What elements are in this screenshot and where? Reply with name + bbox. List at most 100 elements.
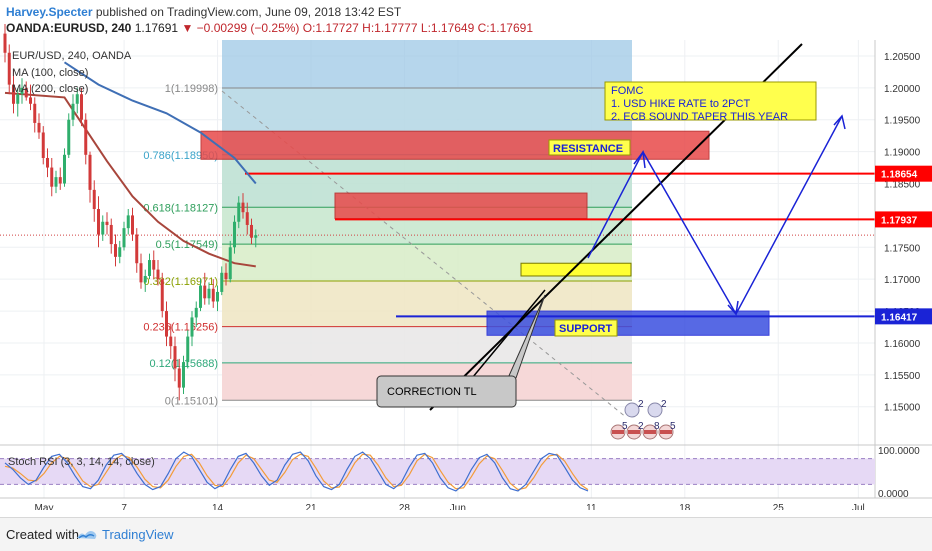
- candle-body: [109, 224, 113, 245]
- legend-symbol: EUR/USD, 240, OANDA: [12, 50, 132, 62]
- event-flag-icon[interactable]: [647, 402, 663, 418]
- event-count: 5: [670, 421, 676, 432]
- fib-level-label: 0.5(1.17549): [156, 239, 218, 251]
- candle-body: [75, 94, 79, 104]
- candle-body: [241, 202, 245, 213]
- candle-body: [63, 154, 66, 184]
- price-tick-label: 1.17500: [884, 243, 921, 254]
- ma-crossover-box[interactable]: [520, 262, 632, 277]
- event-flag-icon[interactable]: [624, 402, 640, 418]
- low-value: L:1.17649: [420, 21, 475, 35]
- candle-body: [224, 272, 228, 280]
- fomc-note-line: FOMC: [611, 85, 643, 97]
- time-tick-label: 14: [212, 503, 224, 510]
- time-tick-label: Jun: [450, 503, 466, 510]
- candle-body: [245, 212, 249, 225]
- candle-body: [50, 167, 54, 187]
- candle-body: [254, 235, 258, 238]
- resistance-zone-lower[interactable]: [334, 192, 588, 220]
- legend-ma100: MA (100, close): [12, 67, 89, 79]
- candle-body: [58, 177, 62, 184]
- candle-body: [105, 221, 109, 225]
- candle-body: [177, 368, 181, 388]
- candle-body: [24, 87, 28, 98]
- candle-body: [156, 269, 160, 280]
- price-axis-background: [875, 40, 932, 510]
- candle-body: [203, 285, 207, 299]
- oscillator-tick-label: 0.0000: [878, 489, 909, 500]
- fib-level-label: 0(1.15101): [165, 395, 218, 407]
- candle-body: [131, 215, 134, 235]
- candle-body: [169, 336, 173, 347]
- fib-level-label: 0.618(1.18127): [143, 202, 218, 214]
- time-tick-label: May: [35, 503, 54, 510]
- candle-body: [20, 87, 24, 95]
- candle-body: [216, 291, 219, 302]
- publish-line: Harvey.Specter published on TradingView.…: [6, 5, 401, 19]
- candle-body: [12, 84, 15, 104]
- price-tick-label: 1.15000: [884, 403, 921, 414]
- event-count: 5: [622, 421, 628, 432]
- time-tick-label: 25: [773, 503, 785, 510]
- time-tick-label: 28: [399, 503, 411, 510]
- candle-body: [160, 279, 164, 312]
- arrow-down-icon: [727, 300, 739, 316]
- candle-body: [37, 122, 41, 133]
- candle-body: [186, 336, 190, 363]
- high-value: H:1.17777: [362, 21, 418, 35]
- price-tick-label: 1.19500: [884, 116, 921, 127]
- candle-body: [182, 362, 185, 388]
- candle-body: [46, 157, 49, 168]
- candle-body: [237, 202, 241, 222]
- resistance-zone-upper[interactable]: [200, 130, 710, 160]
- arrow-up-icon: [833, 114, 846, 130]
- event-count: 2: [661, 399, 667, 410]
- event-count: 8: [654, 421, 660, 432]
- fib-band-top: [222, 40, 632, 88]
- flag-stripe-icon: [644, 430, 656, 434]
- flag-stripe-icon: [660, 430, 672, 434]
- candle-body: [118, 247, 122, 257]
- footer-bar: Created with TradingView: [0, 517, 932, 551]
- open-value: O:1.17727: [302, 21, 359, 35]
- resistance-label: RESISTANCE: [553, 143, 623, 155]
- price-tag-label: 1.17937: [881, 215, 918, 226]
- candle-body: [139, 263, 143, 283]
- candle-body: [220, 272, 224, 292]
- projection-path: [587, 115, 843, 316]
- price-chart[interactable]: 1(1.19998) 0.786(1.18950) 0.618(1.18127) 0.…: [0, 0, 932, 510]
- fomc-note-box[interactable]: [604, 81, 817, 121]
- time-tick-label: 11: [586, 503, 597, 510]
- author-link[interactable]: Harvey.Specter: [6, 5, 93, 19]
- candle-body: [152, 260, 156, 270]
- event-count: 2: [638, 421, 644, 432]
- callout-pointer: [507, 294, 546, 379]
- correction-label: CORRECTION TL: [387, 386, 477, 398]
- candle-body: [71, 103, 75, 120]
- symbol-title: OANDA:EURUSD, 240: [6, 21, 132, 35]
- price-tag: [875, 165, 932, 182]
- close-value: C:1.17691: [477, 21, 534, 35]
- time-tick-label: 7: [121, 503, 127, 510]
- candle-body: [16, 94, 20, 104]
- candle-body: [80, 94, 83, 120]
- price-tag-label: 1.18654: [881, 170, 918, 181]
- price-tick-label: 1.17000: [884, 275, 921, 286]
- correction-callout-box[interactable]: [376, 375, 517, 408]
- fib-level-label: 1(1.19998): [165, 83, 218, 95]
- flag-stripe-icon: [612, 430, 624, 434]
- stoch-k-line: [4, 451, 589, 492]
- price-tick-label: 1.15500: [884, 371, 921, 382]
- ohlc-line: OANDA:EURUSD, 240 1.17691 ▼ −0.00299 (−0…: [6, 21, 533, 35]
- candle-body: [54, 177, 58, 187]
- support-label: SUPPORT: [559, 323, 612, 335]
- price-tag: [875, 308, 932, 325]
- oscillator-tick-label: 100.0000: [878, 446, 920, 457]
- candle-body: [84, 119, 88, 155]
- candle-body: [114, 244, 117, 257]
- tradingview-link[interactable]: TradingView: [102, 527, 174, 542]
- time-tick-label: 21: [305, 503, 317, 510]
- fomc-note-line: 2. ECB SOUND TAPER THIS YEAR: [611, 111, 788, 123]
- event-count: 2: [638, 399, 644, 410]
- publish-info: published on TradingView.com, June 09, 2…: [95, 5, 402, 19]
